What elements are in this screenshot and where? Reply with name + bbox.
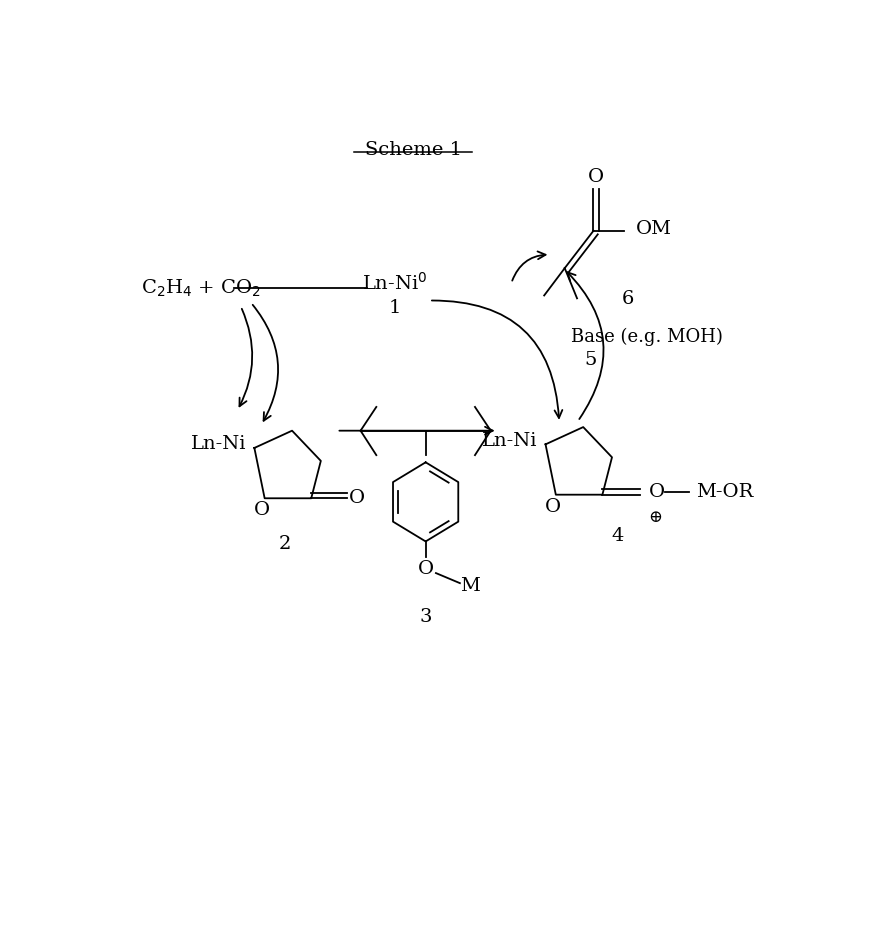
Text: 5: 5 — [584, 351, 596, 369]
Text: O: O — [649, 483, 665, 501]
Text: 3: 3 — [419, 608, 432, 626]
Text: O: O — [417, 559, 434, 578]
Text: 2: 2 — [279, 534, 292, 553]
Text: Ln-Ni: Ln-Ni — [482, 432, 537, 450]
Text: M: M — [461, 577, 480, 595]
Text: ⊕: ⊕ — [648, 509, 662, 526]
Text: 1: 1 — [389, 299, 401, 317]
Text: OM: OM — [636, 220, 672, 238]
Text: 4: 4 — [612, 528, 623, 545]
Text: Scheme 1: Scheme 1 — [365, 141, 461, 159]
Text: O: O — [545, 498, 561, 516]
Text: Ln-Ni$^0$: Ln-Ni$^0$ — [362, 273, 428, 294]
Text: O: O — [348, 489, 364, 507]
Text: Base (e.g. MOH): Base (e.g. MOH) — [571, 327, 723, 346]
Text: 6: 6 — [621, 290, 634, 308]
Text: Ln-Ni: Ln-Ni — [191, 435, 246, 453]
Text: O: O — [588, 168, 605, 186]
Text: M-OR: M-OR — [697, 483, 754, 501]
Text: C$_2$H$_4$ + CO$_2$: C$_2$H$_4$ + CO$_2$ — [141, 277, 261, 299]
Text: O: O — [254, 501, 270, 518]
